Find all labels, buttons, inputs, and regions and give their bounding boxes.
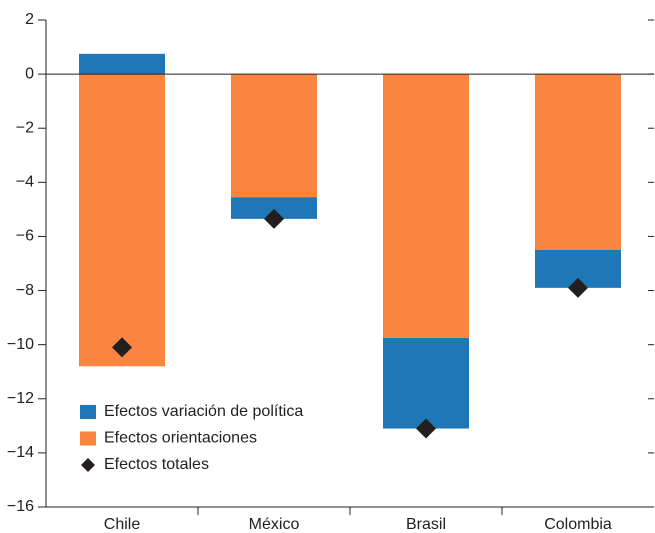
y-tick-label: 2 — [25, 11, 34, 28]
y-tick-label: −12 — [7, 390, 34, 407]
y-tick-label: −4 — [16, 174, 34, 191]
y-tick-label: −8 — [16, 282, 34, 299]
bar — [231, 74, 317, 198]
diamond-marker — [568, 277, 588, 298]
legend-marker — [81, 458, 95, 472]
x-tick-label: Colombia — [544, 516, 612, 533]
legend-swatch — [80, 431, 96, 446]
diamond-marker — [264, 208, 284, 229]
legend-swatch — [80, 405, 96, 419]
y-tick-label: −14 — [7, 444, 34, 461]
legend-label: Efectos variación de política — [104, 403, 303, 420]
y-tick-label: 0 — [25, 65, 34, 82]
bar — [231, 197, 317, 219]
y-tick-label: −2 — [16, 119, 34, 136]
bar — [79, 74, 165, 367]
bar — [535, 74, 621, 250]
bar — [79, 53, 165, 75]
x-tick-label: Chile — [104, 516, 141, 533]
y-tick-label: −16 — [7, 498, 34, 515]
legend-label: Efectos orientaciones — [104, 430, 257, 447]
y-tick-label: −10 — [7, 336, 34, 353]
x-tick-label: México — [249, 516, 300, 533]
bar — [383, 74, 469, 338]
bar — [383, 337, 469, 429]
x-tick-label: Brasil — [406, 516, 446, 533]
y-tick-label: −6 — [16, 228, 34, 245]
legend-label: Efectos totales — [104, 456, 209, 473]
diamond-marker — [112, 337, 132, 358]
diamond-marker — [416, 418, 436, 439]
